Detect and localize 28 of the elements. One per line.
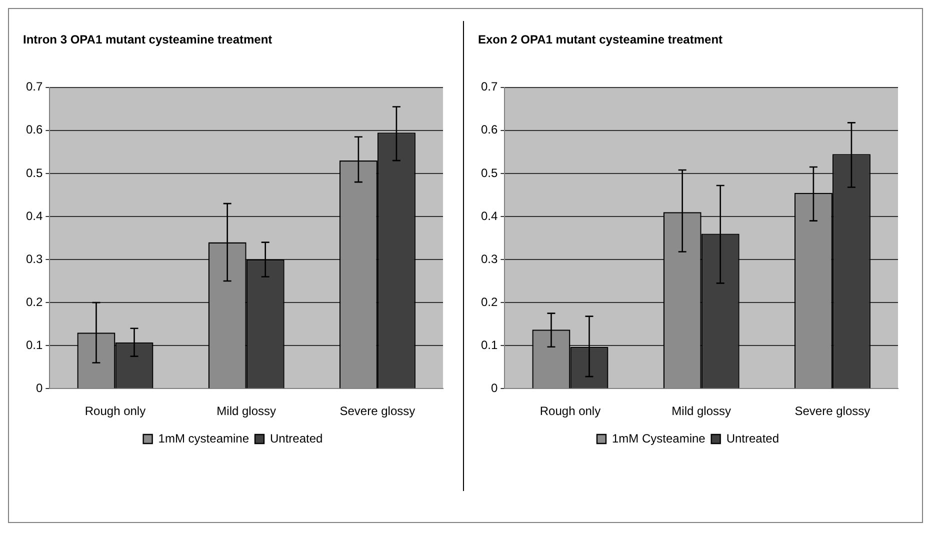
y-tick-label: 0.7 [480,80,498,94]
x-tick-label: Rough only [84,404,146,418]
y-tick-label: 0.5 [480,166,498,180]
x-tick-label: Mild glossy [216,404,276,418]
y-tick-label: 0.6 [480,122,498,137]
y-tick-label: 0.3 [26,252,43,266]
y-tick-label: 0 [490,380,498,395]
legend-label: 1mM cysteamine [158,431,250,446]
y-tick-label: 0.6 [26,122,43,137]
chart-title: Intron 3 OPA1 mutant cysteamine treatment [23,32,272,47]
y-tick-label: 0.3 [480,252,498,266]
legend-label: Untreated [726,431,780,446]
y-tick-label: 0.5 [26,166,43,180]
legend-label: 1mM Cysteamine [612,431,706,446]
legend-label: Untreated [270,431,323,446]
y-tick-label: 0.4 [26,208,43,223]
chart-title: Exon 2 OPA1 mutant cysteamine treatment [478,32,723,47]
y-tick-label: 0.2 [26,294,43,309]
y-tick-label: 0.4 [480,208,498,223]
x-tick-label: Severe glossy [340,404,416,418]
x-tick-label: Mild glossy [672,404,732,418]
y-tick-label: 0.1 [480,338,498,352]
y-tick-label: 0.2 [480,294,498,309]
y-tick-label: 0.1 [26,338,43,352]
x-tick-label: Severe glossy [794,404,870,418]
x-tick-label: Rough only [540,404,601,418]
y-tick-label: 0.7 [26,80,43,94]
y-tick-label: 0 [36,380,43,395]
